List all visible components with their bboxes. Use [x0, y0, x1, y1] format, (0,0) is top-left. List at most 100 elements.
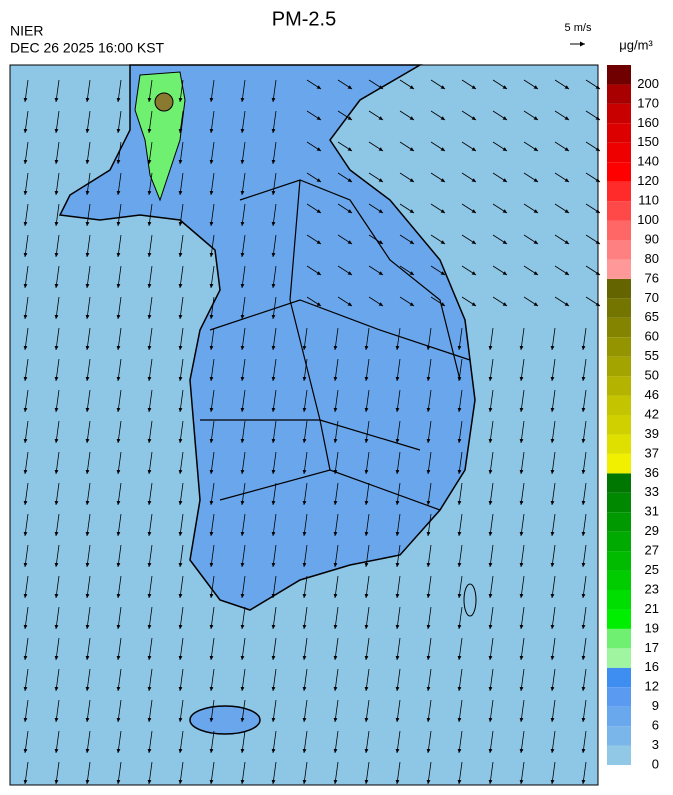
- colorbar-label: 50: [645, 368, 659, 383]
- wind-arrow: [271, 358, 277, 382]
- colorbar-segment: [607, 395, 631, 415]
- wind-arrow: [23, 513, 29, 537]
- wind-arrow: [147, 761, 153, 785]
- colorbar-segment: [607, 142, 631, 163]
- wind-arrow: [116, 203, 122, 227]
- wind-arrow: [85, 327, 91, 351]
- wind-arrow: [85, 296, 91, 320]
- colorbar-segment: [607, 337, 631, 357]
- wind-arrow: [395, 544, 401, 568]
- wind-arrow: [271, 730, 277, 754]
- wind-arrow: [554, 110, 570, 121]
- wind-arrow: [364, 389, 370, 413]
- wind-arrow: [492, 203, 508, 214]
- timestamp: DEC 26 2025 16:00 KST: [10, 40, 165, 56]
- wind-arrow: [461, 203, 477, 214]
- colorbar-label: 19: [645, 620, 659, 635]
- wind-arrow: [364, 699, 370, 723]
- wind-arrow: [523, 265, 539, 276]
- wind-arrow: [23, 451, 29, 475]
- colorbar-label: 90: [645, 231, 659, 246]
- wind-arrow: [364, 327, 370, 351]
- wind-arrow: [337, 110, 353, 121]
- wind-arrow: [240, 420, 246, 444]
- wind-arrow: [240, 234, 246, 258]
- wind-arrow: [85, 420, 91, 444]
- colorbar-unit: μg/m³: [619, 37, 653, 52]
- wind-arrow: [116, 482, 122, 506]
- colorbar-label: 9: [652, 698, 659, 713]
- wind-arrow: [333, 761, 339, 785]
- colorbar-segment: [607, 201, 631, 221]
- wind-arrow: [23, 606, 29, 630]
- colorbar-label: 39: [645, 426, 659, 441]
- wind-arrow: [581, 482, 587, 506]
- wind-arrow: [178, 668, 184, 692]
- wind-arrow: [147, 420, 153, 444]
- wind-arrow: [523, 234, 539, 245]
- wind-arrow: [54, 327, 60, 351]
- wind-arrow: [333, 730, 339, 754]
- wind-arrow: [116, 234, 122, 258]
- colorbar-label: 76: [645, 270, 659, 285]
- wind-arrow: [209, 513, 215, 537]
- wind-arrow: [519, 544, 525, 568]
- wind-arrow: [116, 79, 122, 103]
- wind-arrow: [395, 606, 401, 630]
- wind-arrow: [426, 451, 432, 475]
- colorbar-label: 16: [645, 659, 659, 674]
- wind-arrow: [271, 234, 277, 258]
- wind-arrow: [147, 668, 153, 692]
- wind-arrow: [85, 544, 91, 568]
- wind-arrow: [178, 203, 184, 227]
- wind-arrow: [54, 420, 60, 444]
- wind-arrow: [395, 389, 401, 413]
- wind-arrow: [554, 172, 570, 183]
- wind-arrow: [240, 203, 246, 227]
- wind-arrow: [364, 420, 370, 444]
- wind-arrow: [271, 296, 277, 320]
- wind-arrow: [178, 265, 184, 289]
- wind-arrow: [430, 265, 446, 276]
- wind-arrow: [209, 265, 215, 289]
- wind-arrow: [333, 606, 339, 630]
- wind-arrow: [302, 482, 308, 506]
- wind-arrow: [333, 575, 339, 599]
- wind-arrow: [271, 606, 277, 630]
- wind-arrow: [302, 389, 308, 413]
- colorbar-segment: [607, 453, 631, 474]
- wind-arrow: [488, 637, 494, 661]
- wind-arrow: [209, 110, 215, 134]
- wind-arrow: [209, 451, 215, 475]
- wind-arrow: [116, 575, 122, 599]
- wind-arrow: [147, 358, 153, 382]
- colorbar-label: 12: [645, 679, 659, 694]
- wind-arrow: [550, 668, 556, 692]
- wind-arrow: [178, 482, 184, 506]
- wind-arrow: [488, 451, 494, 475]
- wind-arrow: [395, 513, 401, 537]
- wind-arrow: [306, 203, 322, 214]
- colorbar-label: 31: [645, 504, 659, 519]
- wind-arrow: [271, 141, 277, 165]
- wind-arrow: [54, 358, 60, 382]
- wind-arrow: [554, 234, 570, 245]
- wind-arrow: [430, 234, 446, 245]
- colorbar-segment: [607, 590, 631, 610]
- wind-scale-label: 5 m/s: [565, 22, 592, 34]
- wind-arrow: [147, 451, 153, 475]
- wind-arrow: [54, 761, 60, 785]
- wind-arrow: [519, 606, 525, 630]
- wind-arrow: [399, 79, 415, 90]
- wind-arrow: [488, 327, 494, 351]
- wind-arrow: [85, 699, 91, 723]
- wind-arrow: [116, 761, 122, 785]
- map: [9, 64, 601, 786]
- colorbar-label: 0: [652, 756, 659, 771]
- wind-arrow: [147, 234, 153, 258]
- colorbar-segment: [607, 512, 631, 532]
- wind-arrow: [240, 451, 246, 475]
- colorbar-segment: [607, 551, 631, 571]
- wind-arrow: [461, 234, 477, 245]
